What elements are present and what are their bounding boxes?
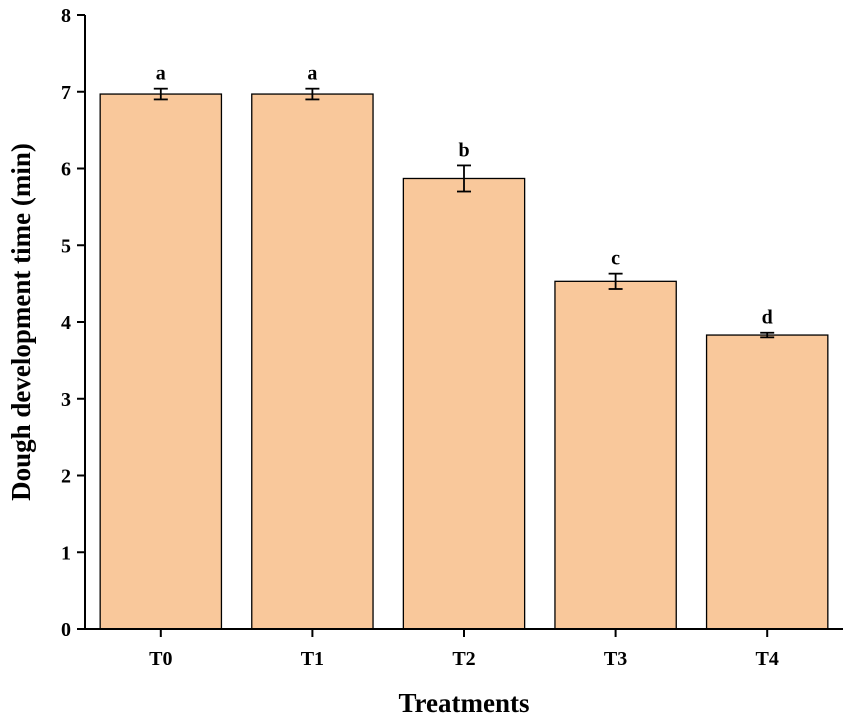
y-ticks-layer: 0 1 2 3 4 5 6 7 8 xyxy=(61,5,85,641)
y-tick-label: 8 xyxy=(61,5,71,27)
error-bar-t1 xyxy=(305,87,320,101)
bar-t3 xyxy=(554,280,677,630)
significance-labels-layer: a a b c d xyxy=(156,63,773,329)
error-bar-t2 xyxy=(457,164,471,193)
y-tick-label: 7 xyxy=(61,82,71,104)
x-axis-title: Treatments xyxy=(399,688,530,718)
x-tick-label: T4 xyxy=(756,648,779,670)
bar-t2 xyxy=(402,177,526,630)
x-tick-label: T1 xyxy=(301,648,324,670)
bar-t1 xyxy=(251,93,374,630)
x-ticks-layer: T0 T1 T2 T3 T4 xyxy=(149,629,779,670)
error-bars-layer xyxy=(153,87,775,339)
bar-t0 xyxy=(99,93,223,630)
y-tick-label: 6 xyxy=(61,159,71,181)
x-tick-label: T0 xyxy=(149,648,172,670)
y-tick-label: 3 xyxy=(61,389,71,411)
bar-t4 xyxy=(705,334,829,630)
x-tick-label: T3 xyxy=(604,648,627,670)
significance-label: b xyxy=(458,139,469,161)
error-bar-t0 xyxy=(153,87,168,101)
y-tick-label: 0 xyxy=(61,619,71,641)
error-bar-t4 xyxy=(760,331,775,339)
significance-label: d xyxy=(762,307,773,329)
x-tick-label: T2 xyxy=(452,648,475,670)
y-axis-title: Dough development time (min) xyxy=(6,143,36,501)
significance-label: c xyxy=(611,248,620,270)
y-tick-label: 2 xyxy=(61,466,71,488)
y-tick-label: 5 xyxy=(61,235,71,257)
error-bar-t3 xyxy=(608,272,623,290)
y-tick-label: 1 xyxy=(61,542,71,564)
significance-label: a xyxy=(307,63,317,85)
y-tick-label: 4 xyxy=(61,312,71,334)
significance-label: a xyxy=(156,63,166,85)
